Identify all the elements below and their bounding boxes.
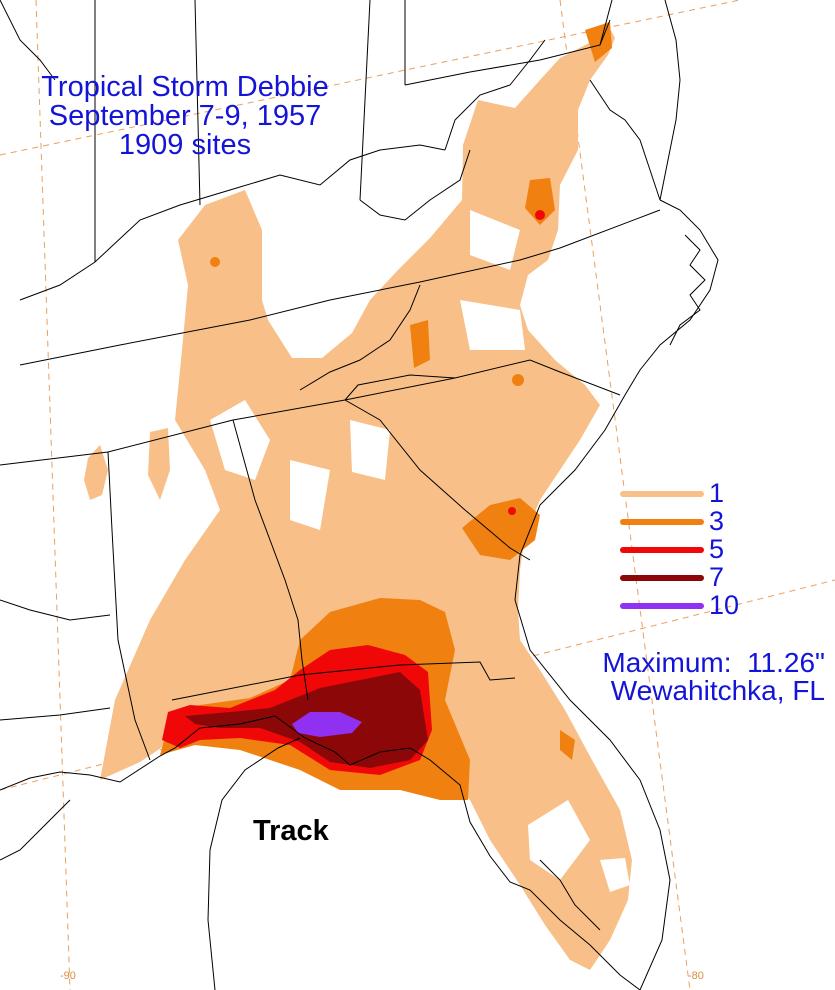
legend-swatch xyxy=(620,491,704,497)
legend-item: 5 xyxy=(620,535,770,563)
map-title: Tropical Storm Debbie xyxy=(41,71,329,103)
maximum-location: Wewahitchka, FL xyxy=(610,675,825,706)
map-subtitle-sites: 1909 sites xyxy=(118,129,252,161)
legend-item: 7 xyxy=(620,563,770,591)
legend-label: 1 xyxy=(709,478,725,508)
legend-label: 3 xyxy=(709,506,725,536)
rainfall-gaps xyxy=(210,210,630,892)
rainfall-contour-10in xyxy=(292,712,362,737)
legend-swatch xyxy=(620,575,704,581)
state-borders xyxy=(0,0,719,990)
legend-label: 7 xyxy=(709,562,725,592)
legend-swatch xyxy=(620,603,704,609)
legend-item: 1 xyxy=(620,479,770,507)
longitude-label-west: -90 xyxy=(60,970,76,982)
legend-swatch xyxy=(620,519,704,525)
map-subtitle-dates: September 7-9, 1957 xyxy=(48,100,322,132)
legend-item: 3 xyxy=(620,507,770,535)
legend-item: 10 xyxy=(620,591,770,619)
maximum-value: Maximum: 11.26" xyxy=(602,647,825,678)
track-label: Track xyxy=(253,815,329,847)
legend-swatch xyxy=(620,547,704,553)
legend-label: 10 xyxy=(709,590,740,620)
legend-label: 5 xyxy=(709,534,725,564)
storm-track xyxy=(207,737,301,990)
longitude-label-east: -80 xyxy=(688,970,704,982)
